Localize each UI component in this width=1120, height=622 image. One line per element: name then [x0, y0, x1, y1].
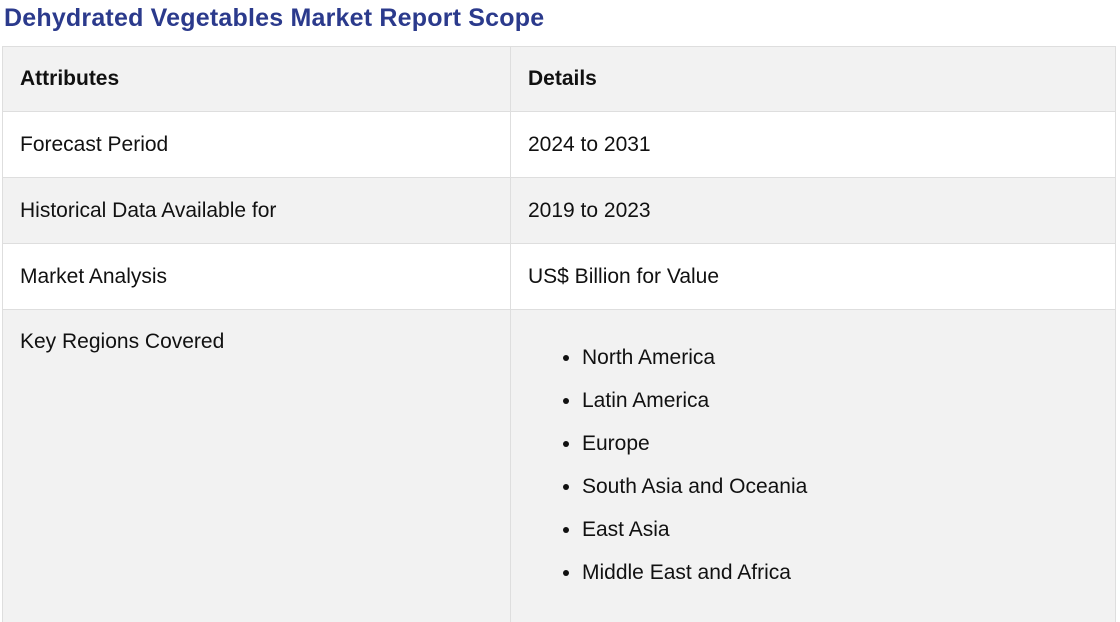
- row-detail: North America Latin America Europe South…: [510, 309, 1116, 622]
- header-details: Details: [510, 46, 1116, 112]
- row-detail: US$ Billion for Value: [510, 243, 1116, 310]
- table-row: Forecast Period 2024 to 2031: [2, 111, 1116, 178]
- list-item: Latin America: [582, 379, 1098, 422]
- row-attribute: Key Regions Covered: [2, 309, 511, 622]
- table-row-regions: Key Regions Covered North America Latin …: [2, 309, 1116, 622]
- row-detail: 2024 to 2031: [510, 111, 1116, 178]
- row-detail: 2019 to 2023: [510, 177, 1116, 244]
- table-row: Historical Data Available for 2019 to 20…: [2, 177, 1116, 244]
- table-header-row: Attributes Details: [2, 46, 1116, 112]
- list-item: East Asia: [582, 508, 1098, 551]
- list-item: North America: [582, 336, 1098, 379]
- report-scope-table: Attributes Details Forecast Period 2024 …: [2, 46, 1116, 622]
- header-attributes: Attributes: [2, 46, 511, 112]
- list-item: Europe: [582, 422, 1098, 465]
- row-attribute: Historical Data Available for: [2, 177, 511, 244]
- row-attribute: Market Analysis: [2, 243, 511, 310]
- list-item: South Asia and Oceania: [582, 465, 1098, 508]
- row-attribute: Forecast Period: [2, 111, 511, 178]
- list-item: Middle East and Africa: [582, 551, 1098, 594]
- regions-list: North America Latin America Europe South…: [528, 330, 1098, 594]
- table-row: Market Analysis US$ Billion for Value: [2, 243, 1116, 310]
- page-title: Dehydrated Vegetables Market Report Scop…: [4, 4, 545, 32]
